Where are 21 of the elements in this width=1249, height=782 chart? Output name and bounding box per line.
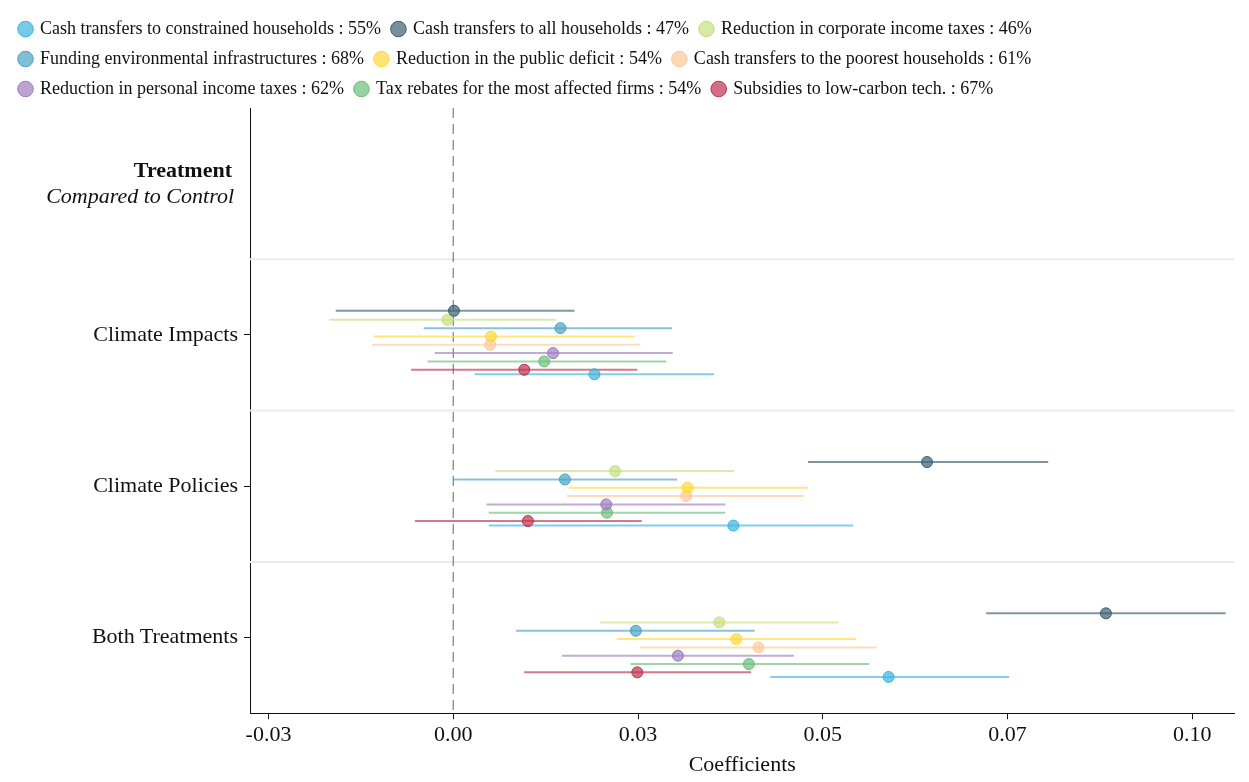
legend-label: Funding environmental infrastructures : 68% xyxy=(40,47,364,68)
y-axis-title: Treatment xyxy=(133,157,233,183)
legend-label: Reduction in corporate income taxes : 46% xyxy=(720,17,1032,38)
y-tick-label: Climate Impacts xyxy=(93,320,238,346)
text: Compared to Control xyxy=(46,183,234,209)
x-tick-label: -0.03 xyxy=(245,721,292,747)
x-tick-label: 0.00 xyxy=(434,721,473,747)
x-tick-label: 0.07 xyxy=(988,721,1027,747)
legend-label: Cash transfers to constrained households : 55% xyxy=(40,17,381,38)
legend-label: Tax rebates for the most affected firms : 54% xyxy=(375,77,702,98)
x-tick-label: 0.03 xyxy=(618,721,658,747)
legend-label: Reduction in the public deficit : 54% xyxy=(395,47,662,68)
y-tick-label: Both Treatments xyxy=(91,623,238,649)
legend-label: Cash transfers to the poorest households : 61% xyxy=(693,47,1032,68)
y-tick-label: Climate Policies xyxy=(93,472,238,498)
legend-label: Subsidies to low-carbon tech. : 67% xyxy=(733,77,994,98)
x-axis-title: Coefficients xyxy=(688,750,796,776)
x-tick-label: 0.10 xyxy=(1173,721,1212,747)
legend-label: Cash transfers to all households : 47% xyxy=(412,17,689,38)
legend-label: Reduction in personal income taxes : 62% xyxy=(40,77,344,98)
x-tick-label: 0.05 xyxy=(803,721,843,747)
